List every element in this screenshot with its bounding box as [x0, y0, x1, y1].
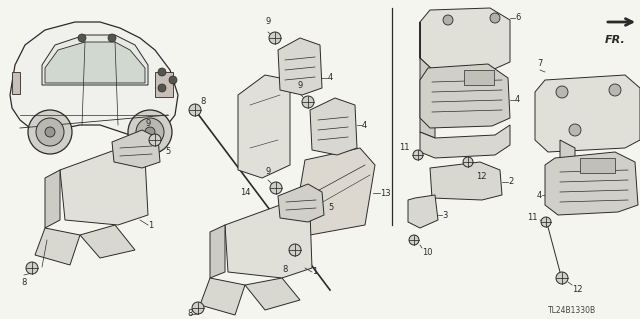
Polygon shape [420, 22, 435, 138]
Circle shape [409, 235, 419, 245]
Text: 12: 12 [572, 285, 582, 294]
Polygon shape [560, 140, 575, 165]
Text: 9: 9 [145, 119, 150, 128]
Circle shape [192, 302, 204, 314]
Polygon shape [42, 35, 148, 85]
Text: 4: 4 [362, 121, 367, 130]
Text: 5: 5 [165, 147, 170, 157]
Text: 11: 11 [527, 213, 538, 222]
Circle shape [290, 245, 300, 255]
Text: 8: 8 [188, 309, 193, 318]
Polygon shape [430, 162, 502, 200]
Circle shape [413, 150, 423, 160]
Circle shape [270, 182, 282, 194]
Circle shape [78, 34, 86, 42]
Polygon shape [420, 64, 510, 128]
Circle shape [556, 272, 568, 284]
Circle shape [269, 32, 281, 44]
Polygon shape [420, 125, 510, 158]
Polygon shape [225, 205, 312, 278]
Circle shape [302, 96, 314, 108]
Text: 9: 9 [298, 81, 303, 90]
Polygon shape [245, 278, 300, 310]
Circle shape [609, 84, 621, 96]
Text: 6: 6 [515, 13, 520, 23]
Text: FR.: FR. [605, 35, 626, 45]
Bar [464, 70, 494, 85]
Text: 1: 1 [312, 268, 317, 277]
Text: 5: 5 [328, 204, 333, 212]
Circle shape [45, 127, 55, 137]
Polygon shape [80, 225, 135, 258]
Circle shape [169, 76, 177, 84]
Circle shape [463, 157, 473, 167]
Circle shape [149, 134, 161, 146]
Polygon shape [408, 195, 438, 228]
Polygon shape [535, 75, 640, 152]
Circle shape [289, 244, 301, 256]
Polygon shape [295, 148, 375, 235]
Polygon shape [45, 42, 145, 83]
Text: 9: 9 [266, 17, 271, 26]
Text: 14: 14 [240, 188, 250, 197]
Circle shape [26, 262, 38, 274]
Circle shape [556, 86, 568, 98]
Text: 2: 2 [508, 177, 513, 187]
Text: 11: 11 [399, 144, 410, 152]
Polygon shape [545, 152, 638, 215]
Polygon shape [10, 22, 178, 135]
Text: 7: 7 [538, 59, 543, 68]
Circle shape [136, 118, 164, 146]
Circle shape [158, 68, 166, 76]
Polygon shape [278, 38, 322, 95]
Polygon shape [310, 98, 357, 155]
Text: 9: 9 [266, 167, 271, 176]
Polygon shape [200, 278, 245, 315]
Text: 4: 4 [328, 73, 333, 83]
Circle shape [128, 110, 172, 154]
Circle shape [108, 34, 116, 42]
Polygon shape [238, 75, 290, 178]
Polygon shape [210, 225, 225, 278]
Circle shape [28, 110, 72, 154]
Polygon shape [45, 170, 60, 228]
Text: 4: 4 [515, 95, 520, 105]
Text: 1: 1 [148, 220, 153, 229]
Bar [580, 158, 615, 173]
Bar [12, 72, 20, 94]
Circle shape [36, 118, 64, 146]
Circle shape [541, 217, 551, 227]
Polygon shape [60, 150, 148, 225]
Circle shape [490, 13, 500, 23]
Text: 12: 12 [476, 172, 486, 181]
Polygon shape [35, 228, 80, 265]
Polygon shape [420, 8, 510, 72]
Polygon shape [278, 184, 324, 222]
Circle shape [443, 15, 453, 25]
Bar [155, 72, 173, 97]
Circle shape [145, 127, 155, 137]
Text: 4: 4 [537, 190, 542, 199]
Text: 3: 3 [442, 211, 447, 219]
Text: 13: 13 [380, 189, 390, 197]
Text: 10: 10 [422, 248, 433, 257]
Polygon shape [112, 130, 160, 168]
Text: TL24B1330B: TL24B1330B [548, 306, 596, 315]
Text: 8: 8 [282, 265, 288, 274]
Circle shape [158, 84, 166, 92]
Text: 8: 8 [21, 278, 27, 287]
Text: 8: 8 [200, 98, 205, 107]
Circle shape [189, 104, 201, 116]
Circle shape [569, 124, 581, 136]
